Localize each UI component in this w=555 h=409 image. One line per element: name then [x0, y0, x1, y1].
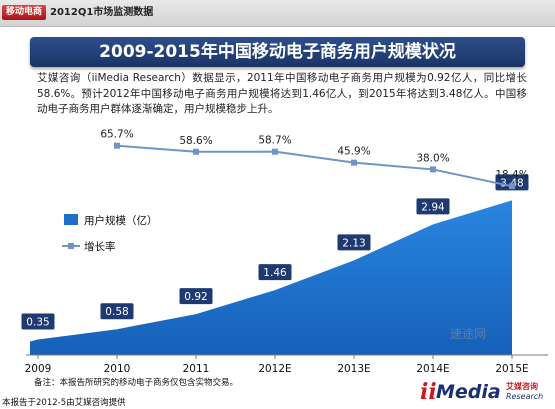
- section-tag[interactable]: 移动电商: [2, 5, 47, 20]
- logo-cn: 艾媒咨询: [506, 382, 538, 391]
- growth-rate-label: 65.7%: [100, 129, 133, 141]
- data-label: 1.46: [263, 267, 287, 279]
- logo-en: Research: [506, 392, 544, 401]
- legend-marker-rate: [68, 243, 74, 249]
- data-label-box: [257, 263, 293, 282]
- area-series-fill: [30, 200, 512, 355]
- legend-label-rate: 增长率: [84, 240, 116, 253]
- data-label-box: [415, 197, 451, 216]
- data-label-box: [20, 312, 56, 331]
- data-label: 0.58: [105, 306, 128, 318]
- growth-rate-label: 38.0%: [416, 152, 449, 164]
- title-banner: 2009-2015年中国移动电子商务用户规模状况: [30, 37, 525, 67]
- growth-rate-marker: [193, 148, 199, 155]
- growth-rate-label: 18.4%: [495, 169, 528, 181]
- x-tick-label: 2015E: [495, 363, 528, 375]
- logo-text: Media: [436, 381, 501, 403]
- source-note: 本报告于2012-5由艾媒咨询提供: [2, 398, 126, 408]
- legend-label-users: 用户规模（亿）: [84, 214, 158, 227]
- breadcrumb: 2012Q1市场监测数据: [50, 7, 154, 18]
- data-label: 2.94: [421, 201, 445, 213]
- x-tick-label: 2010: [104, 363, 131, 375]
- top-bar: 移动电商 2012Q1市场监测数据: [0, 0, 555, 27]
- growth-rate-label: 58.6%: [179, 135, 212, 147]
- growth-rate-label: 58.7%: [258, 135, 291, 147]
- watermark-label: 速途网: [450, 327, 487, 341]
- chart-title: 2009-2015年中国移动电子商务用户规模状况: [99, 42, 456, 62]
- growth-rate-marker: [114, 142, 120, 149]
- data-label-box: [178, 287, 214, 306]
- data-label: 0.35: [26, 316, 49, 328]
- data-label: 0.92: [184, 291, 207, 303]
- growth-rate-label: 45.9%: [337, 146, 370, 158]
- chart-canvas: 2009 2010 2011 2012E 2013E 2014E 2015E 0.35 0.58…: [20, 129, 548, 375]
- x-tick-label: 2011: [183, 363, 210, 375]
- x-tick-label: 2009: [25, 363, 52, 375]
- iimedia-logo: ii Media 艾媒咨询 Research: [420, 380, 550, 406]
- description-text: 艾媒咨询（iiMedia Research）数据显示，2011年中国移动电子商务…: [37, 72, 527, 115]
- growth-rate-marker: [272, 148, 278, 155]
- growth-rate-marker: [351, 159, 357, 166]
- x-tick-label: 2014E: [416, 363, 449, 375]
- growth-rate-marker: [509, 183, 515, 190]
- data-label-box: [99, 302, 135, 321]
- growth-rate-marker: [430, 166, 436, 173]
- x-tick-label: 2012E: [258, 363, 291, 375]
- footnote: 备注：本报告所研究的移动电子商务仅包含实物交易。: [34, 378, 239, 388]
- logo-mark-icon: ii: [420, 379, 437, 405]
- legend-swatch-users: [64, 214, 78, 225]
- growth-rate-line: [116, 144, 513, 188]
- x-tick-label: 2013E: [337, 363, 370, 375]
- data-label: 2.13: [342, 237, 365, 249]
- data-label-box: [336, 233, 372, 252]
